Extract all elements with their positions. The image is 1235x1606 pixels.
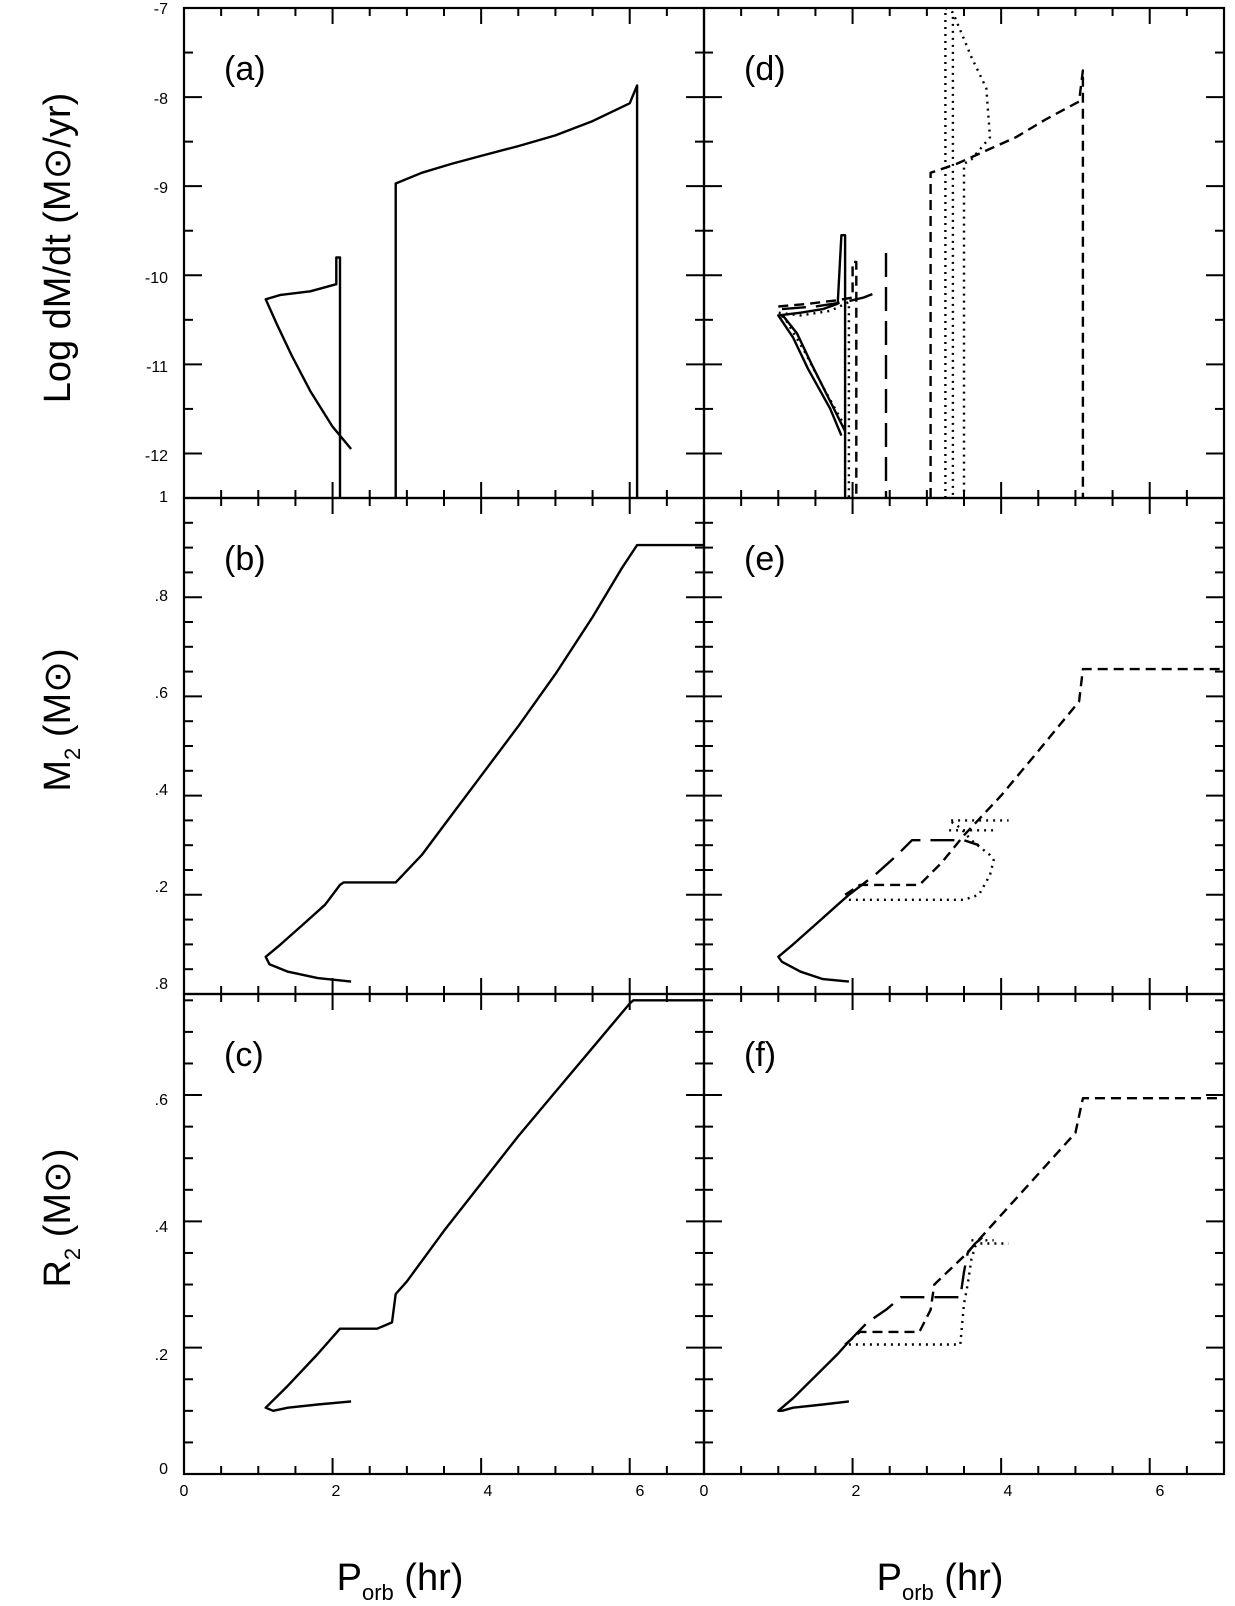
x-tick-label: 6	[1156, 1483, 1165, 1500]
series-line-shortdash	[778, 260, 858, 498]
series-line-longdash	[848, 1236, 984, 1343]
x-tick-label: 4	[1004, 1483, 1013, 1500]
series-line-solid	[777, 234, 847, 498]
series-group	[777, 667, 1224, 983]
series-line-solid	[264, 256, 353, 498]
y-tick-label: .6	[155, 685, 168, 702]
series-group	[264, 84, 639, 498]
series-line-solid	[777, 1340, 850, 1412]
series-line-shortdash	[844, 667, 1224, 896]
panel-label: (a)	[224, 50, 266, 88]
series-line-shortdash	[929, 69, 1085, 498]
series-group	[264, 999, 704, 1412]
panel-e: (e)	[702, 496, 1226, 996]
panel-label: (b)	[224, 540, 266, 578]
y-tick-label: .6	[155, 1092, 168, 1109]
y-tick-labels-middle: .8 .6 .4 .2 .8	[155, 588, 168, 993]
x-tick-label: 2	[852, 1483, 861, 1500]
series-line-longdash	[848, 839, 980, 896]
series-line-dotted	[848, 819, 1009, 901]
series-line-solid	[264, 543, 704, 983]
y-tick-label: 0	[159, 1461, 168, 1478]
panels: (a) (b) (c) (d) (e) (f)	[182, 6, 1226, 1476]
panel-label: (c)	[224, 1036, 264, 1074]
x-axis-label-right: Porb (hr)	[877, 1557, 1004, 1605]
y-tick-label: -12	[145, 448, 168, 465]
series-line-shortdash	[844, 1097, 1224, 1346]
series-group	[777, 1097, 1224, 1412]
series-line-solid	[777, 893, 850, 983]
panel-c: (c)	[182, 992, 706, 1476]
y-tick-label: .8	[155, 588, 168, 605]
x-tick-labels-left: 0 2 4 6	[180, 1483, 645, 1500]
y-tick-label: -11	[146, 359, 168, 376]
y-tick-label: -10	[145, 270, 168, 287]
x-tick-label: 0	[700, 1483, 709, 1500]
series-group	[777, 8, 1085, 498]
series-line-solid	[781, 313, 847, 432]
y-axis-label-bottom: R2 (M⊙)	[37, 1148, 85, 1287]
x-tick-labels-right: 0 2 4 6	[700, 1483, 1165, 1500]
series-line-longdash	[781, 291, 876, 311]
series-line-dotted	[944, 8, 992, 498]
y-tick-label: -9	[154, 180, 168, 197]
panel-frame	[702, 992, 1226, 1476]
x-axis-label-left: Porb (hr)	[337, 1557, 464, 1605]
panel-a: (a)	[182, 6, 706, 500]
y-axis-label-top: Log dM/dt (M⊙/yr)	[37, 93, 79, 404]
series-group	[264, 543, 704, 983]
y-tick-labels-bottom: .6 .4 .2 0	[155, 1092, 168, 1478]
y-tick-label: .4	[155, 1219, 168, 1236]
y-tick-label: .8	[155, 976, 168, 993]
x-tick-label: 4	[484, 1483, 493, 1500]
y-tick-label: .2	[155, 1347, 168, 1364]
x-tick-label: 6	[636, 1483, 645, 1500]
y-tick-label: .4	[155, 782, 168, 799]
series-line-dotted	[848, 1242, 1009, 1346]
y-tick-labels-top: -7 -8 -9 -10 -11 -12 1	[145, 1, 168, 506]
y-tick-label: .2	[155, 879, 168, 896]
panel-label: (f)	[744, 1036, 776, 1074]
series-line-solid	[264, 999, 704, 1412]
panel-label: (d)	[744, 50, 786, 88]
y-tick-label: 1	[159, 489, 168, 506]
panel-d: (d)	[702, 6, 1226, 500]
y-tick-label: -7	[154, 1, 168, 18]
panel-b: (b)	[182, 496, 706, 996]
y-axis-label-middle: M2 (M⊙)	[37, 648, 85, 791]
panel-label: (e)	[744, 540, 786, 578]
x-tick-label: 0	[180, 1483, 189, 1500]
y-tick-label: -8	[154, 91, 168, 108]
series-line-solid	[394, 84, 639, 498]
x-tick-label: 2	[332, 1483, 341, 1500]
panel-f: (f)	[702, 992, 1226, 1476]
